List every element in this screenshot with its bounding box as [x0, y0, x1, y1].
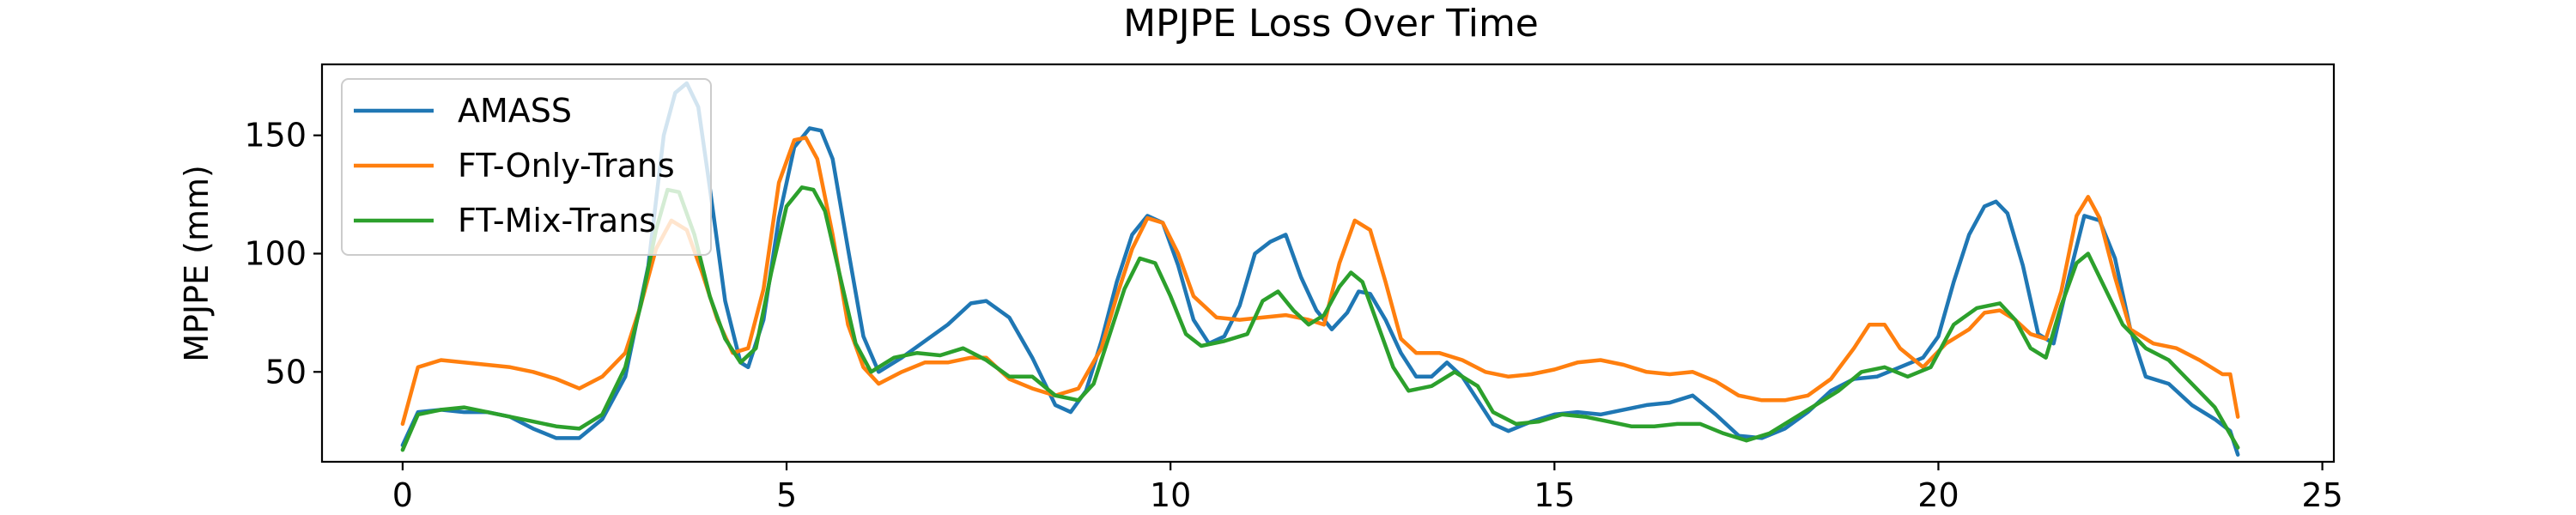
series-layer	[400, 81, 2240, 457]
legend-label: AMASS	[458, 92, 572, 130]
legend: AMASS FT-Only-Trans FT-Mix-Trans	[341, 78, 712, 256]
legend-label: FT-Only-Trans	[458, 147, 675, 185]
series-line-amass	[400, 81, 2240, 457]
x-tick-label: 5	[776, 476, 797, 514]
axes-frame	[320, 63, 2336, 464]
y-tick-label: 100	[244, 234, 307, 272]
x-axis: 0 5 10 15 20 25	[392, 462, 2343, 514]
x-tick-label: 20	[1917, 476, 1959, 514]
y-tick-label: 50	[265, 353, 307, 391]
x-tick-label: 0	[392, 476, 413, 514]
legend-frame	[341, 78, 712, 256]
series-line-ft-mix-trans	[400, 185, 2240, 452]
y-axis: 50 100 150	[244, 117, 322, 391]
y-axis-label: MPJPE (mm)	[178, 165, 216, 362]
y-tick-label: 150	[244, 117, 307, 154]
plot-area: 0 5 10 15 20 25 50 100 150	[244, 63, 2343, 514]
x-tick-label: 15	[1534, 476, 1575, 514]
legend-label: FT-Mix-Trans	[458, 202, 656, 239]
chart-title: MPJPE Loss Over Time	[1123, 2, 1539, 45]
x-tick-label: 25	[2301, 476, 2342, 514]
x-tick-label: 10	[1150, 476, 1191, 514]
